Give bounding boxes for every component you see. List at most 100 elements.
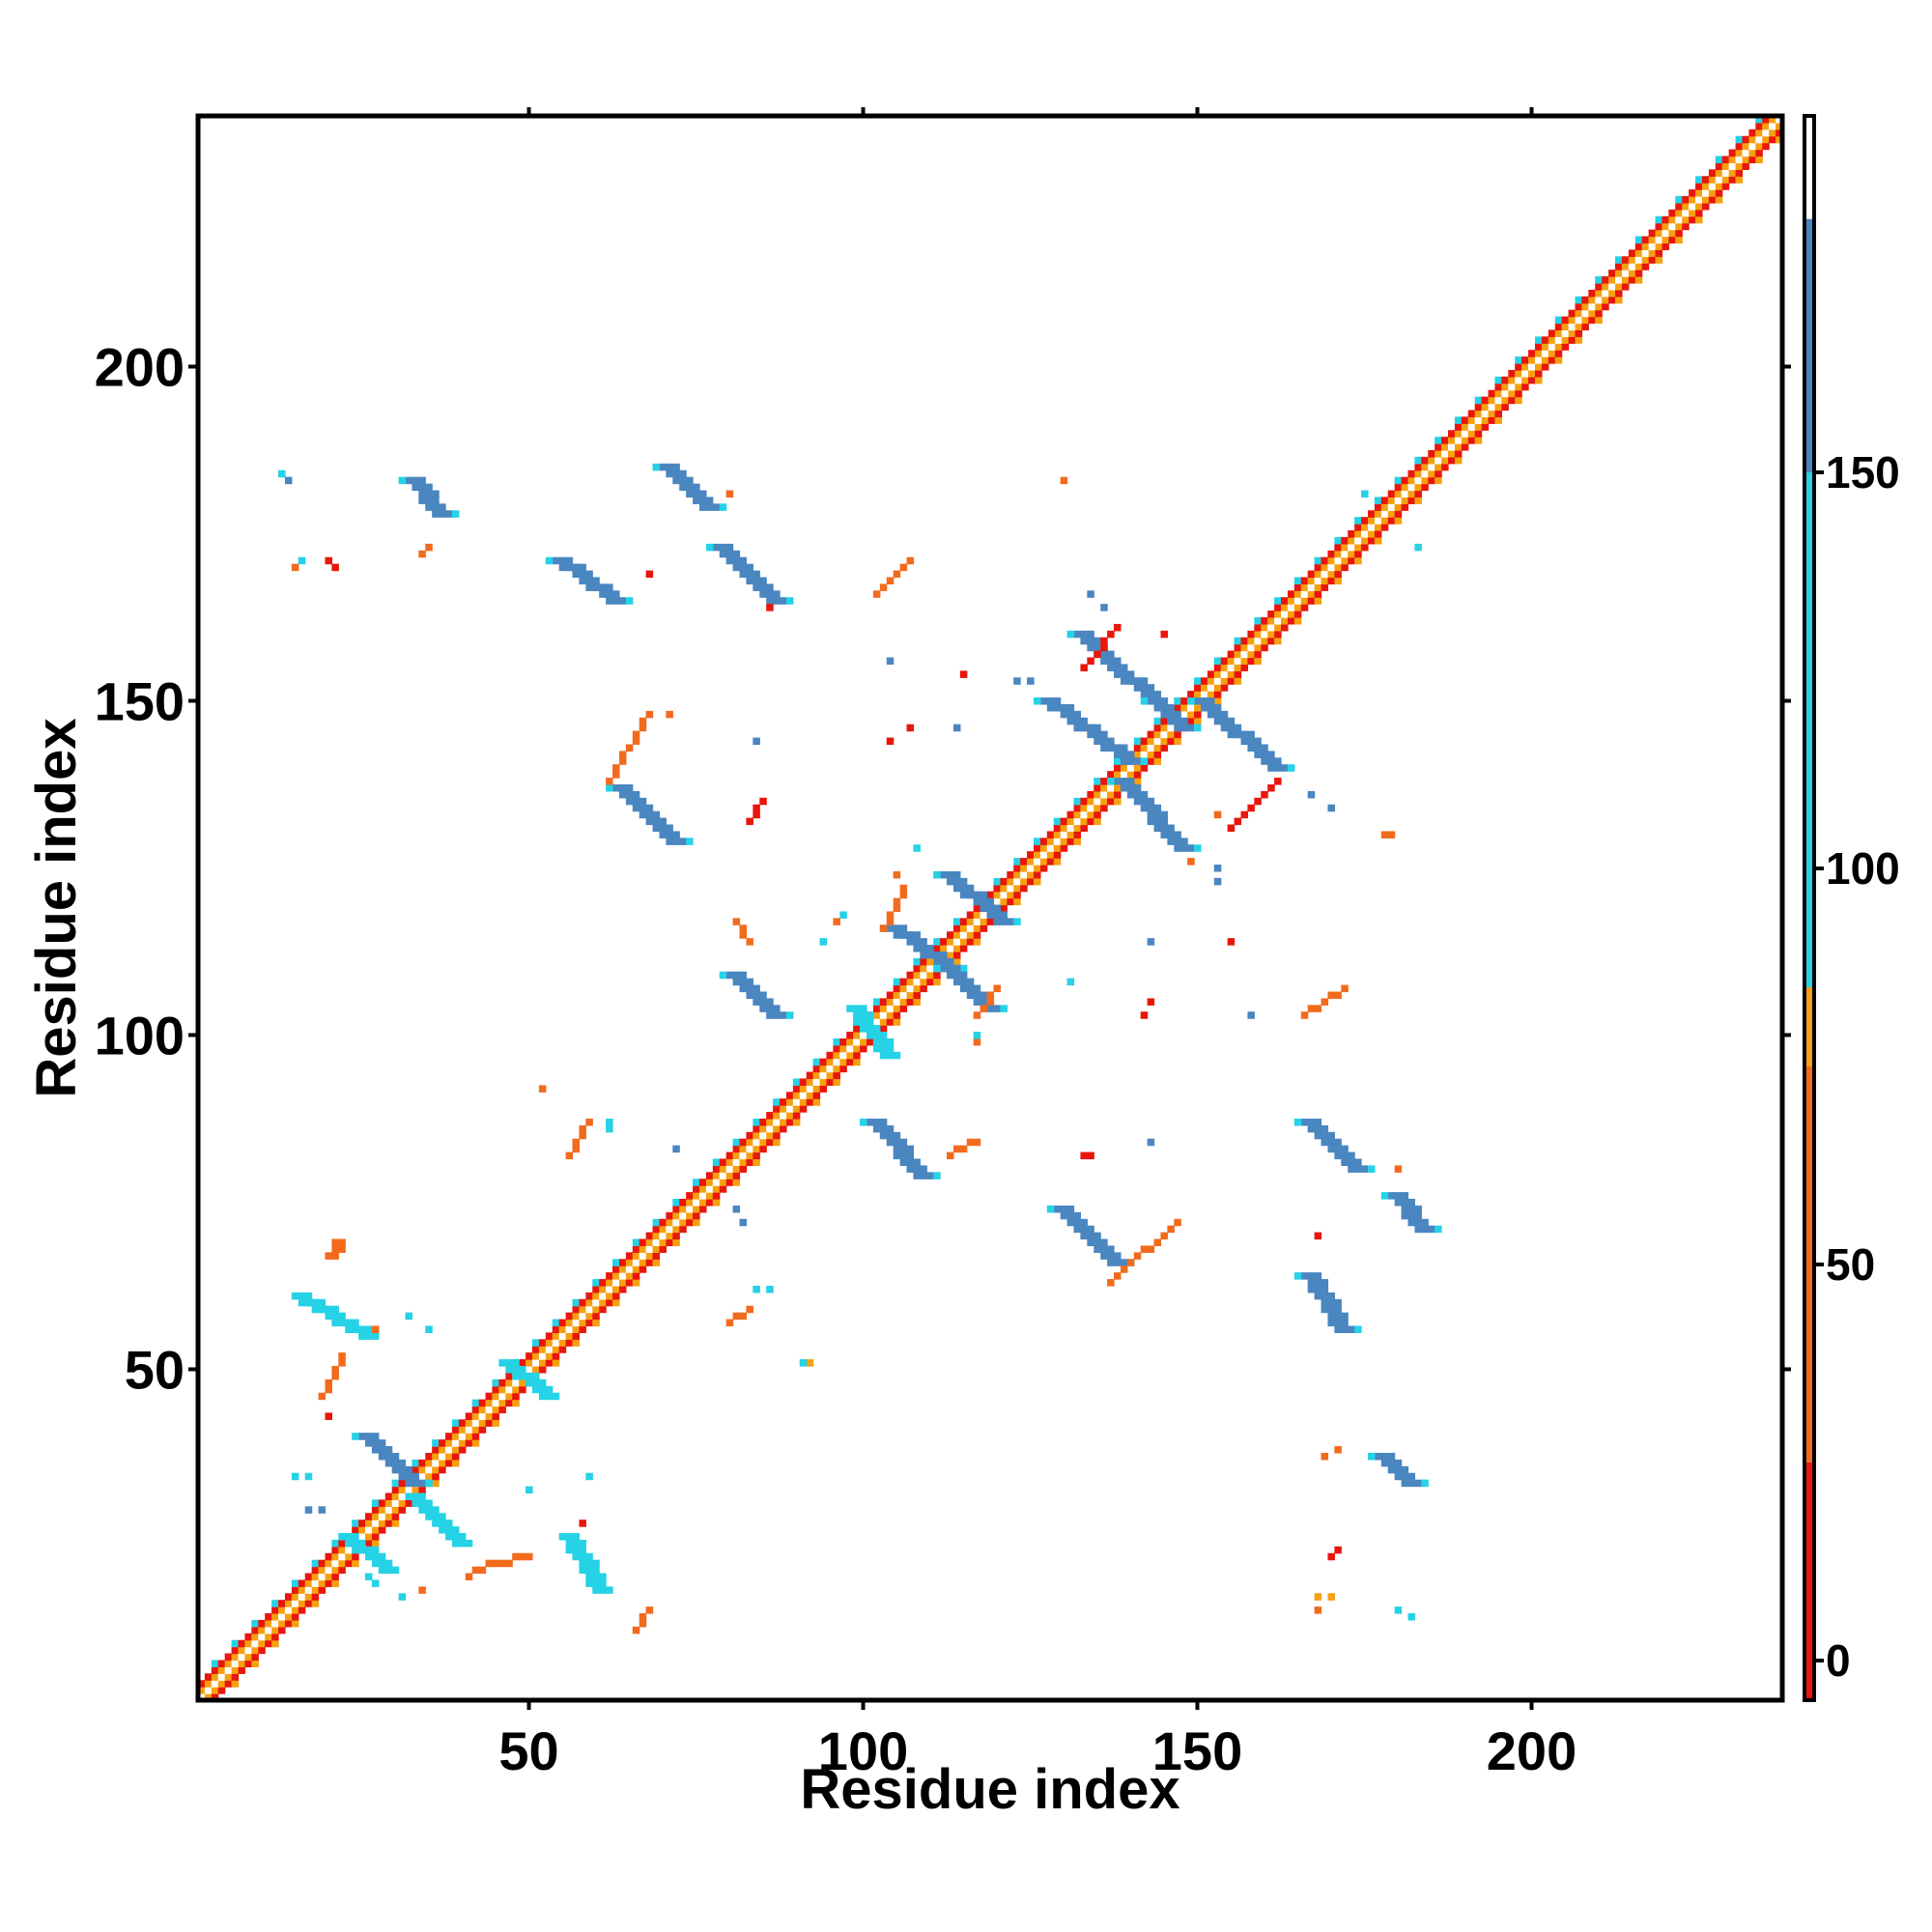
heatmap-cell [698, 1199, 707, 1207]
heatmap-cell [485, 1559, 494, 1568]
heatmap-cell [1147, 730, 1155, 739]
heatmap-cell [318, 1506, 327, 1514]
heatmap-cell [759, 577, 767, 584]
heatmap-cell [1267, 611, 1275, 618]
heatmap-cell [739, 984, 748, 993]
heatmap-cell [365, 1539, 373, 1548]
heatmap-cell [304, 1506, 313, 1514]
heatmap-cell [1321, 577, 1329, 584]
heatmap-cell [899, 984, 908, 993]
heatmap-cell [1414, 483, 1422, 492]
heatmap-cell [1769, 128, 1776, 137]
heatmap-cell [1247, 1011, 1255, 1019]
heatmap-cell [492, 1399, 499, 1407]
heatmap-cell [766, 1005, 774, 1012]
heatmap-cell [217, 1660, 226, 1667]
heatmap-cell [1153, 697, 1162, 705]
heatmap-cell [258, 1626, 266, 1634]
heatmap-cell [1394, 476, 1403, 485]
heatmap-cell [645, 1252, 654, 1260]
heatmap-cell [391, 1452, 400, 1461]
heatmap-cell [1728, 156, 1737, 164]
heatmap-cell [753, 1138, 760, 1147]
heatmap-cell [1354, 556, 1362, 565]
heatmap-cell [1394, 1472, 1403, 1481]
heatmap-cell [639, 1265, 647, 1273]
heatmap-cell [739, 570, 748, 579]
heatmap-cell [886, 1005, 895, 1012]
heatmap-cell [618, 1285, 627, 1293]
heatmap-cell [512, 1392, 520, 1401]
heatmap-cell [1461, 437, 1469, 444]
heatmap-cell [1348, 543, 1355, 552]
heatmap-cell [1394, 503, 1403, 511]
heatmap-cell [1528, 363, 1536, 371]
heatmap-cell [1114, 797, 1122, 806]
heatmap-cell [1689, 202, 1696, 211]
heatmap-cell [1321, 563, 1329, 572]
heatmap-cell [1655, 236, 1663, 244]
heatmap-cell [371, 1552, 380, 1561]
heatmap-cell [1307, 1118, 1316, 1126]
heatmap-cell [1394, 490, 1403, 498]
heatmap-cell [1467, 423, 1476, 431]
heatmap-cell [412, 1486, 419, 1494]
heatmap-cell [1261, 623, 1268, 632]
heatmap-cell [1147, 737, 1155, 746]
heatmap-cell [331, 1372, 339, 1380]
heatmap-cell [352, 1552, 359, 1561]
heatmap-cell [1367, 1452, 1376, 1461]
heatmap-cell [906, 1151, 915, 1160]
heatmap-cell [1467, 410, 1476, 417]
heatmap-cell [1554, 343, 1563, 351]
heatmap-cell [391, 1486, 400, 1494]
heatmap-cell [1334, 1446, 1342, 1454]
heatmap-cell [478, 1412, 487, 1420]
heatmap-cell [812, 1085, 821, 1093]
heatmap-cell [1160, 703, 1168, 712]
heatmap-cell [1541, 350, 1549, 357]
heatmap-cell [579, 570, 586, 579]
heatmap-cell [759, 1005, 767, 1012]
heatmap-cell [478, 1426, 487, 1434]
heatmap-cell [384, 1446, 393, 1454]
heatmap-cell [1615, 283, 1623, 291]
heatmap-cell [746, 978, 753, 986]
heatmap-cell [753, 984, 760, 993]
heatmap-cell [973, 938, 981, 946]
heatmap-cell [1133, 764, 1142, 772]
heatmap-cell [853, 1058, 861, 1066]
heatmap-cell [1668, 222, 1676, 231]
heatmap-cell [1575, 302, 1583, 311]
heatmap-cell [531, 1346, 540, 1353]
heatmap-cell [866, 1011, 874, 1019]
heatmap-cell [739, 1218, 748, 1227]
heatmap-cell [746, 1305, 753, 1314]
heatmap-cell [666, 1218, 673, 1227]
heatmap-cell [198, 1687, 206, 1694]
heatmap-cell [966, 1138, 975, 1147]
heatmap-cell [1147, 998, 1155, 1006]
heatmap-cell [746, 570, 753, 579]
heatmap-cell [592, 1285, 600, 1293]
heatmap-cell [952, 724, 961, 732]
heatmap-cell [585, 570, 593, 579]
heatmap-cell [1073, 724, 1082, 732]
heatmap-cell [1595, 302, 1603, 311]
heatmap-cell [1621, 283, 1630, 291]
heatmap-cell [1133, 783, 1142, 792]
heatmap-cell [412, 1465, 419, 1474]
heatmap-cell [959, 891, 968, 899]
heatmap-cell [1153, 691, 1162, 698]
heatmap-cell [1094, 1232, 1101, 1240]
heatmap-cell [271, 1633, 279, 1641]
heatmap-cell [278, 1613, 286, 1621]
heatmap-cell [1100, 737, 1108, 746]
heatmap-cell [947, 945, 954, 952]
heatmap-cell [217, 1680, 226, 1688]
heatmap-cell [833, 1071, 840, 1080]
heatmap-cell [606, 1118, 613, 1126]
heatmap-cell [1561, 343, 1570, 351]
heatmap-cell [1414, 476, 1422, 485]
heatmap-cell [812, 1065, 821, 1073]
